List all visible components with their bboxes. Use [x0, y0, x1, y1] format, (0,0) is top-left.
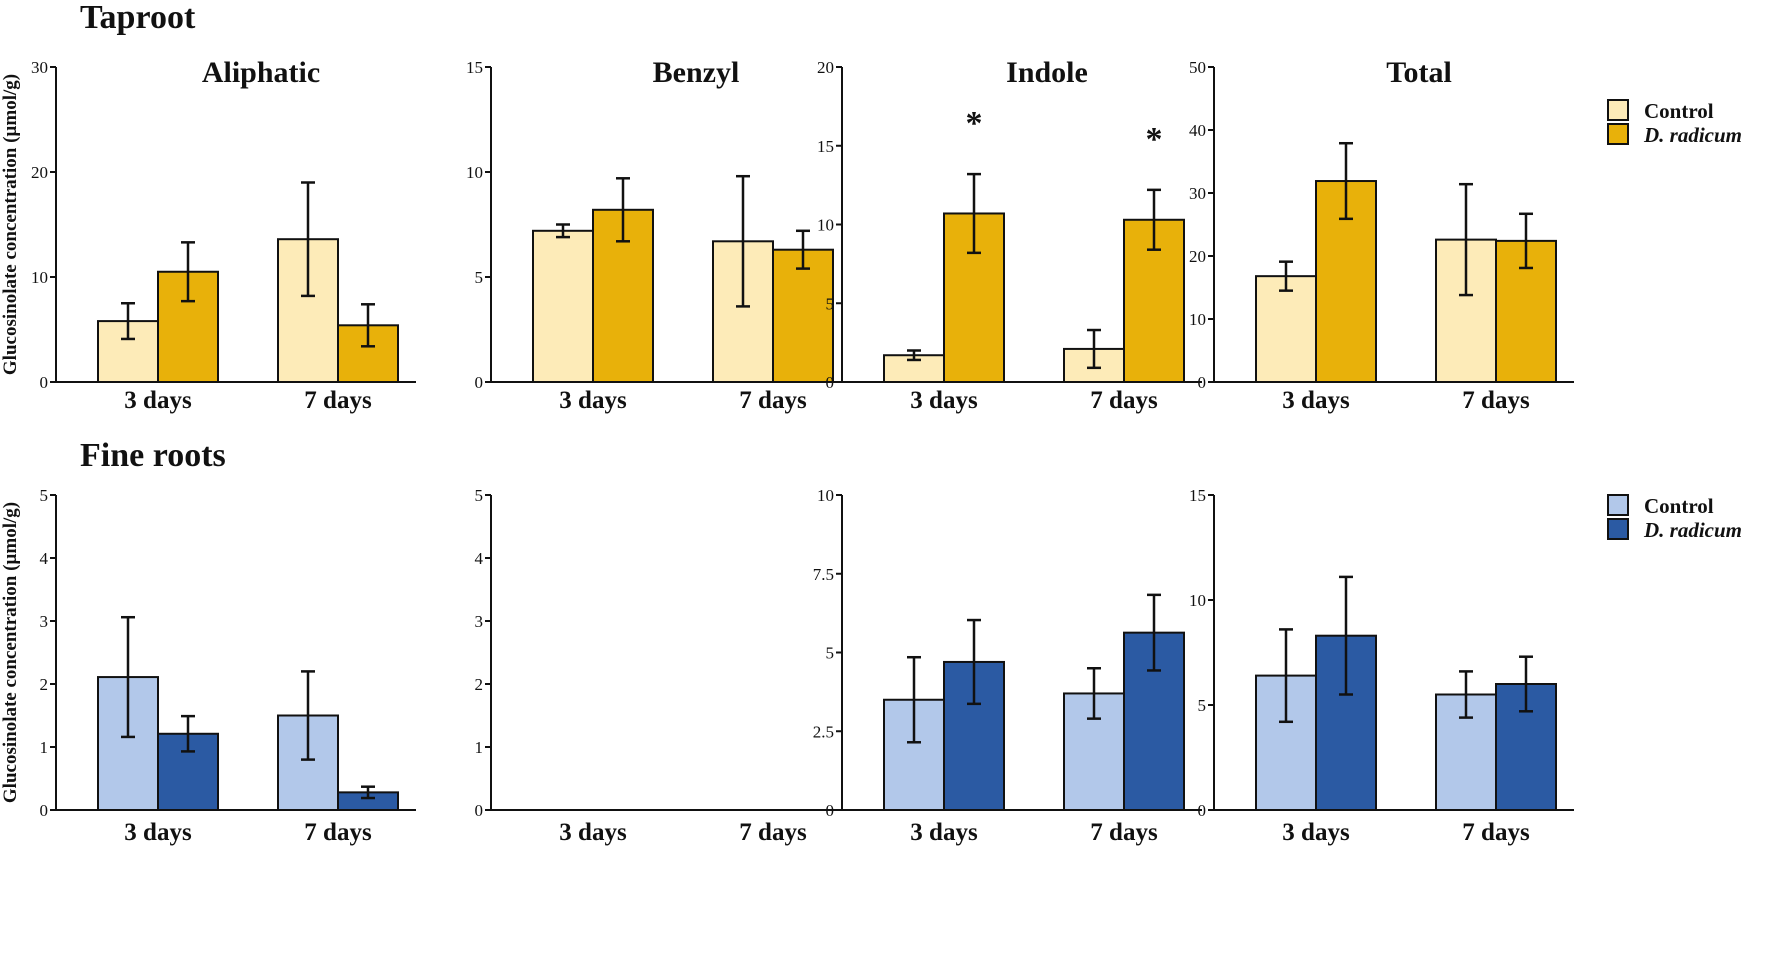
y-tick-label: 20	[1189, 247, 1206, 266]
significance-marker: *	[966, 105, 983, 142]
legend-label-control: Control	[1644, 99, 1714, 123]
y-tick-label: 10	[817, 216, 834, 235]
panel-fine-col2: 0 2.5 5 7.5 10 3 days 7 days	[813, 486, 1202, 846]
y-tick-label: 0	[40, 373, 49, 392]
y-tick-label: 3	[40, 612, 49, 631]
category-label: 3 days	[1282, 819, 1350, 846]
y-tick-label: 7.5	[813, 565, 834, 584]
y-tick-label: 1	[40, 738, 49, 757]
y-tick-label: 10	[817, 486, 834, 505]
category-label: 3 days	[910, 819, 978, 846]
y-tick-label: 10	[1189, 310, 1206, 329]
legend-label-treatment: D. radicum	[1643, 518, 1742, 542]
significance-marker: *	[1146, 121, 1163, 158]
panel-title: Benzyl	[653, 56, 740, 89]
y-tick-label: 10	[466, 163, 483, 182]
y-tick-label: 0	[1198, 801, 1207, 820]
panel-taproot-benzyl: 0 5 10 15 Benzyl 3 days 7 days	[466, 56, 851, 414]
y-tick-label: 4	[475, 549, 484, 568]
legend-swatch-treatment	[1607, 518, 1629, 540]
category-label: 3 days	[124, 819, 192, 846]
category-label: 7 days	[304, 819, 372, 846]
y-tick-label: 5	[40, 486, 49, 505]
panel-title: Aliphatic	[202, 56, 320, 89]
category-label: 7 days	[739, 819, 807, 846]
panel-taproot-indole: 0 5 10 15 20 Indole 3 days * 7 days *	[817, 56, 1202, 414]
y-tick-label: 15	[466, 58, 483, 77]
bar-treatment-7-days	[772, 248, 834, 383]
panel-fine-col3: 0 5 10 15 3 days 7 days	[1189, 486, 1574, 846]
panel-taproot-aliphatic: 0 10 20 30 Aliphatic 3 days 7 days	[31, 56, 416, 414]
y-tick-label: 0	[475, 801, 484, 820]
y-tick-label: 0	[475, 373, 484, 392]
bar-control-3-days	[532, 229, 594, 383]
section-title-taproot: Taproot	[80, 0, 196, 36]
category-label: 7 days	[304, 387, 372, 414]
panel-title: Total	[1386, 56, 1452, 89]
category-label: 3 days	[559, 387, 627, 414]
y-tick-label: 10	[31, 268, 48, 287]
y-tick-label: 30	[1189, 184, 1206, 203]
y-tick-label: 15	[817, 137, 834, 156]
legend-label-treatment: D. radicum	[1643, 123, 1742, 147]
panel-title: Indole	[1006, 56, 1088, 89]
y-axis-label-fine: Glucosinolate concentration (µmol/g)	[0, 502, 21, 803]
legend-swatch-control	[1607, 494, 1629, 516]
y-tick-label: 30	[31, 58, 48, 77]
y-tick-label: 0	[40, 801, 49, 820]
y-tick-label: 5	[826, 644, 835, 663]
bar-control-3-days	[1255, 275, 1317, 383]
panel-fine-col0: 0 1 2 3 4 5 3 days 7 days	[40, 486, 416, 846]
y-tick-label: 5	[475, 268, 484, 287]
y-tick-label: 40	[1189, 121, 1206, 140]
panel-taproot-total: 0 10 20 30 40 50 Total 3 days 7 days	[1189, 56, 1574, 414]
y-tick-label: 5	[1198, 696, 1207, 715]
y-tick-label: 5	[475, 486, 484, 505]
y-tick-label: 0	[1198, 373, 1207, 392]
panel-fine-col1: 0 1 2 3 4 5 3 days 7 days	[475, 486, 851, 846]
legend-swatch-treatment	[1607, 123, 1629, 145]
category-label: 7 days	[739, 387, 807, 414]
y-tick-label: 20	[31, 163, 48, 182]
y-tick-label: 5	[826, 294, 835, 313]
category-label: 7 days	[1462, 387, 1530, 414]
category-label: 7 days	[1462, 819, 1530, 846]
section-title-fine: Fine roots	[80, 437, 226, 474]
category-label: 3 days	[1282, 387, 1350, 414]
category-label: 3 days	[559, 819, 627, 846]
y-tick-label: 20	[817, 58, 834, 77]
y-tick-label: 0	[826, 801, 835, 820]
category-label: 3 days	[124, 387, 192, 414]
y-tick-label: 0	[826, 373, 835, 392]
y-tick-label: 1	[475, 738, 484, 757]
y-tick-label: 2.5	[813, 722, 834, 741]
y-tick-label: 3	[475, 612, 484, 631]
legend-label-control: Control	[1644, 494, 1714, 518]
y-tick-label: 4	[40, 549, 49, 568]
category-label: 7 days	[1090, 819, 1158, 846]
category-label: 7 days	[1090, 387, 1158, 414]
legend-swatch-control	[1607, 99, 1629, 121]
y-tick-label: 2	[475, 675, 484, 694]
y-tick-label: 50	[1189, 58, 1206, 77]
y-tick-label: 15	[1189, 486, 1206, 505]
category-label: 3 days	[910, 387, 978, 414]
y-axis-label-taproot: Glucosinolate concentration (µmol/g)	[0, 74, 21, 375]
y-tick-label: 2	[40, 675, 49, 694]
y-tick-label: 10	[1189, 591, 1206, 610]
